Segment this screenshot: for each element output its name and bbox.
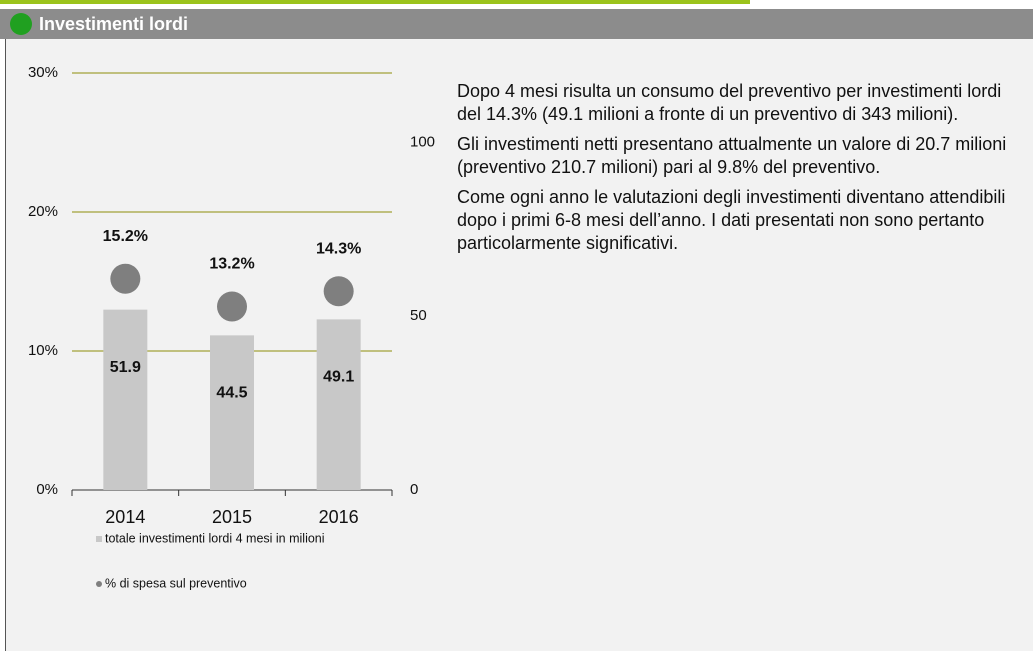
bar-value-label: 44.5 <box>216 385 247 402</box>
legend-label: totale investimenti lordi 4 mesi in mili… <box>105 531 325 545</box>
dot-value-label: 13.2% <box>209 256 254 273</box>
header: Investimenti lordi <box>0 9 1033 39</box>
paragraph: Come ogni anno le valutazioni degli inve… <box>457 187 1006 253</box>
header-title: Investimenti lordi <box>39 14 189 34</box>
legend-label: % di spesa sul preventivo <box>105 576 247 590</box>
chart: 0% 10% 20% 30% 0 50 100 2014 2015 2016 51.9 44.5 49.… <box>28 64 435 590</box>
dot-value-label: 14.3% <box>316 240 361 257</box>
y-tick-label: 0% <box>36 481 58 498</box>
y-tick-label: 10% <box>28 342 58 359</box>
panel <box>5 39 1033 651</box>
y2-tick-label: 100 <box>410 133 435 150</box>
paragraph: Gli investimenti netti presentano attual… <box>457 134 1007 177</box>
dot <box>217 291 247 322</box>
y2-tick-label: 50 <box>410 307 427 324</box>
bar <box>103 309 148 490</box>
dot <box>323 276 354 307</box>
legend-marker <box>96 581 102 587</box>
y-tick-label: 30% <box>28 64 58 81</box>
x-tick-label: 2014 <box>105 507 145 527</box>
x-tick-label: 2016 <box>319 507 359 527</box>
paragraph: Dopo 4 mesi risulta un consumo del preve… <box>457 81 1002 124</box>
y2-tick-label: 0 <box>410 481 418 498</box>
bar <box>316 319 361 490</box>
bar-value-label: 49.1 <box>323 369 354 386</box>
bar <box>210 335 254 490</box>
accent-line <box>0 0 750 4</box>
x-tick-label: 2015 <box>212 507 252 527</box>
dot <box>110 263 141 294</box>
dot-value-label: 15.2% <box>103 228 148 245</box>
text-column: Dopo 4 mesi risulta un consumo del preve… <box>457 80 1007 262</box>
bar-value-label: 51.9 <box>110 359 141 376</box>
legend-marker <box>96 536 102 542</box>
y-tick-label: 20% <box>28 203 58 220</box>
header-icon <box>10 13 32 35</box>
